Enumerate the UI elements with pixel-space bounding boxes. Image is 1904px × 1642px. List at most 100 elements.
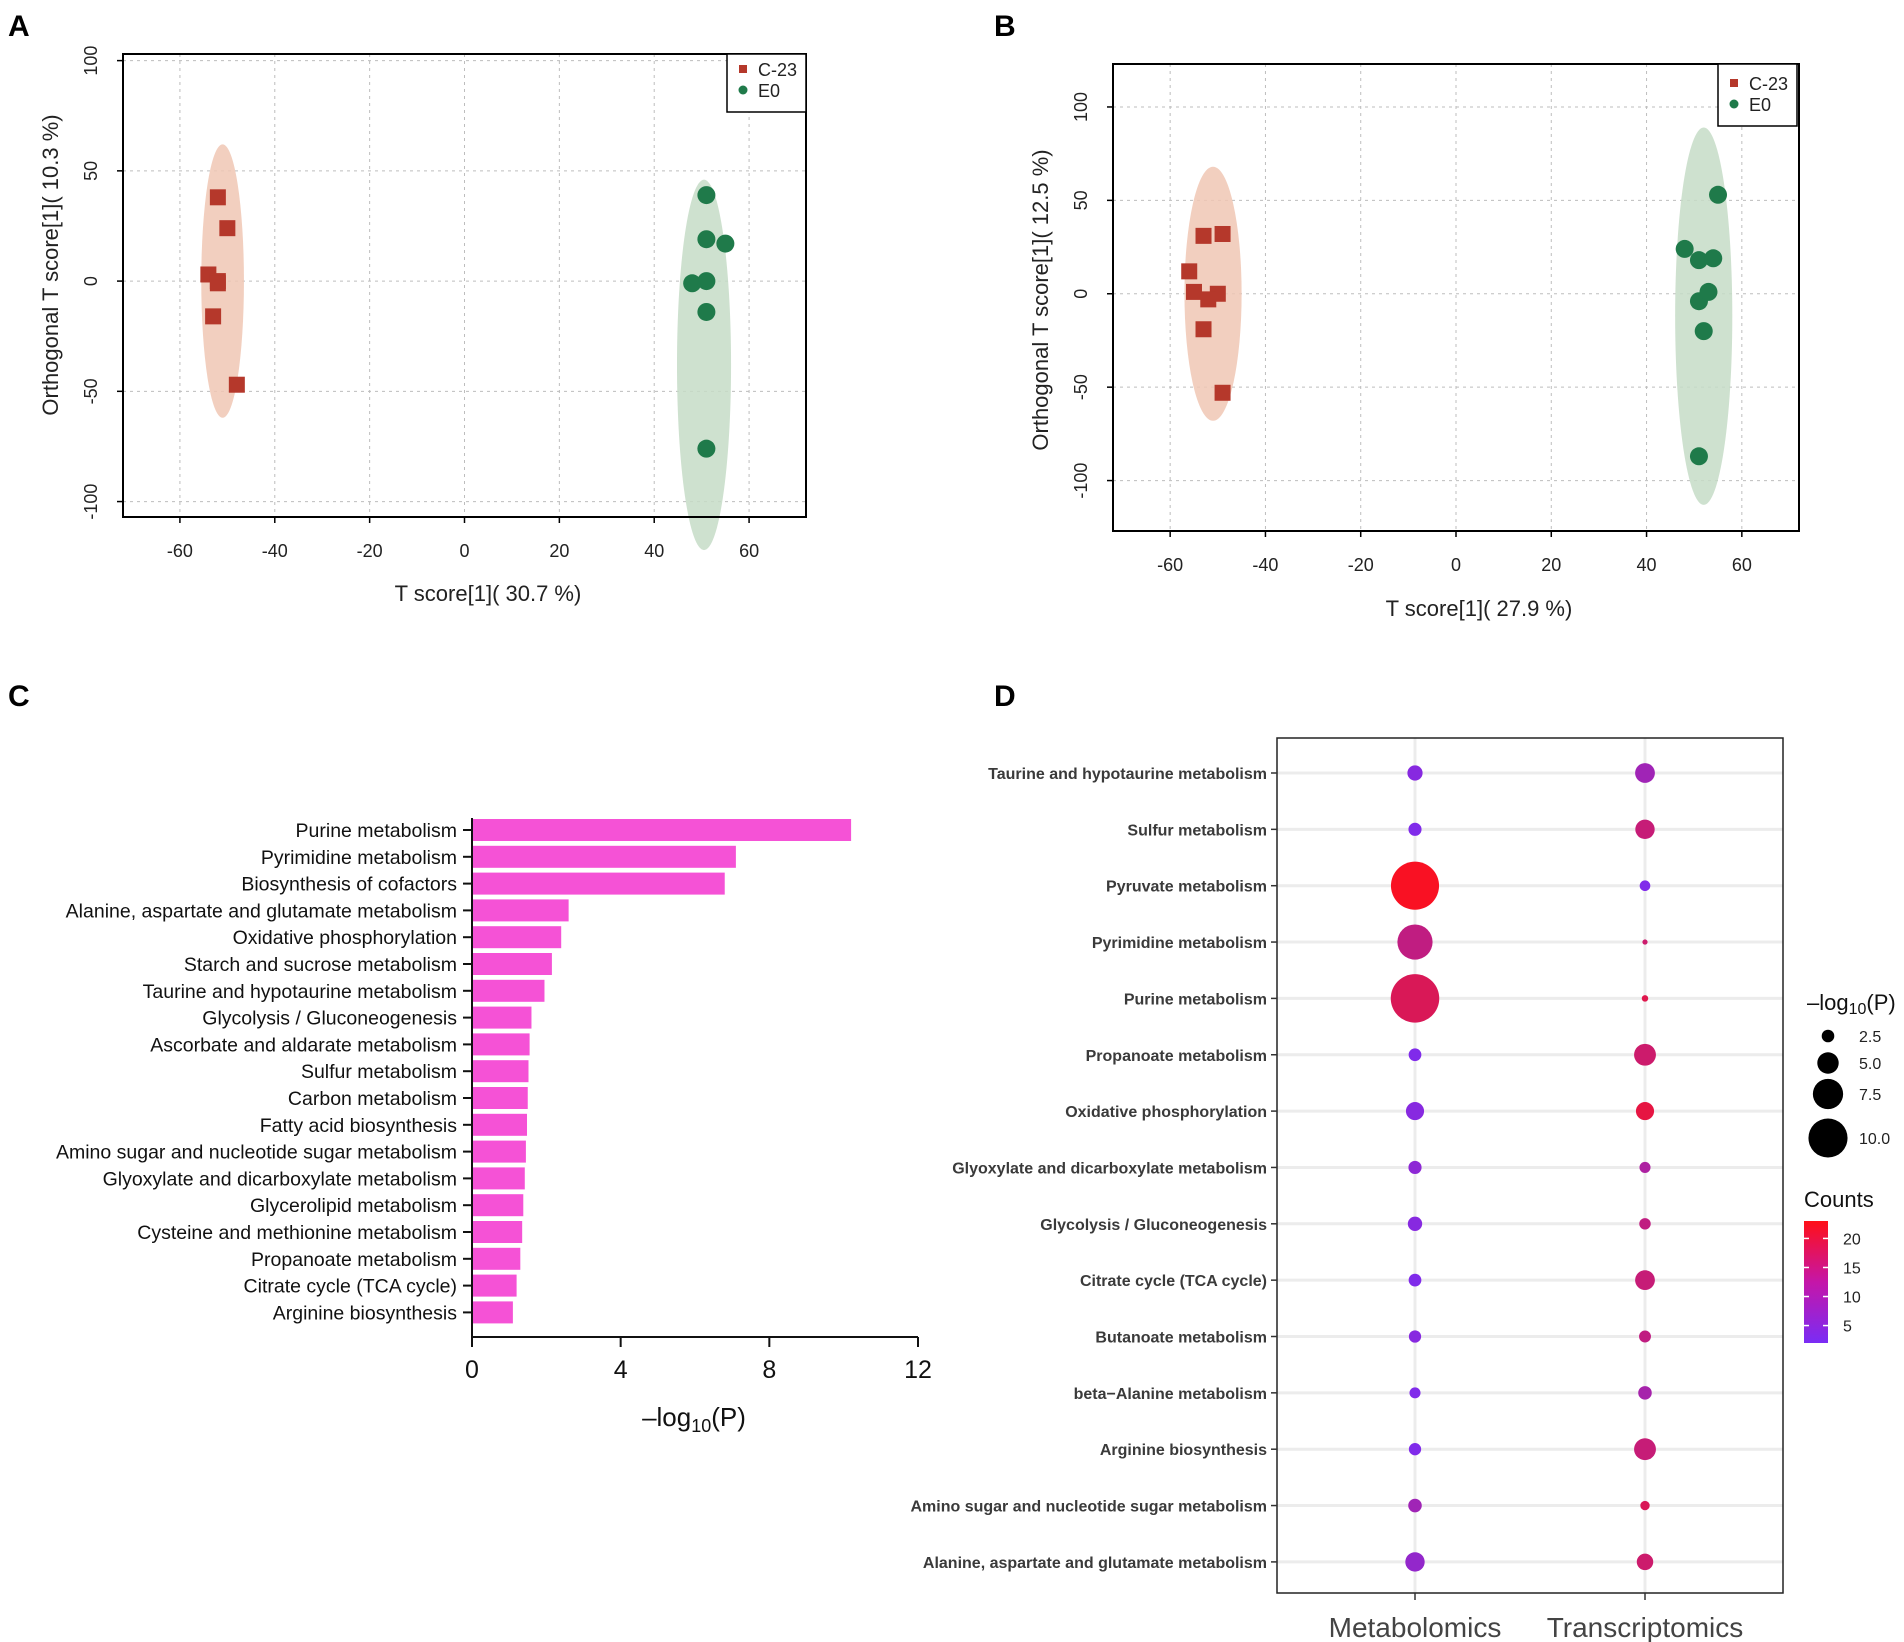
panel-c-bar-chart: Purine metabolism Pyrimidine metabolism Bi… — [56, 818, 932, 1436]
category-label: Carbon metabolism — [288, 1088, 457, 1110]
data-point-e0 — [1709, 185, 1728, 204]
category-label: Fatty acid biosynthesis — [260, 1115, 458, 1137]
bar-oxidative-phosphorylation — [473, 926, 562, 949]
bubble-transcriptomics-glyoxylate-and-dicarboxylate-metabolism — [1639, 1161, 1651, 1173]
category-label: Biosynthesis of cofactors — [241, 874, 457, 896]
size-legend-label: 2.5 — [1859, 1029, 1881, 1046]
size-legend-label: 7.5 — [1859, 1087, 1881, 1104]
bar-glycerolipid-metabolism — [473, 1194, 524, 1217]
x-tick-label: Metabolomics — [1329, 1612, 1502, 1642]
category-label: Glycolysis / Gluconeogenesis — [1040, 1217, 1267, 1234]
category-label: Starch and sucrose metabolism — [184, 954, 457, 976]
bar-amino-sugar-and-nucleotide-sugar-metabolism — [473, 1140, 526, 1163]
data-point-c-23 — [219, 220, 236, 237]
x-tick-label: 40 — [1637, 555, 1657, 575]
category-label: Glyoxylate and dicarboxylate metabolism — [103, 1168, 457, 1190]
color-legend-label: 10 — [1843, 1290, 1861, 1307]
bubble-transcriptomics-pyrimidine-metabolism — [1642, 939, 1648, 945]
bar-fatty-acid-biosynthesis — [473, 1113, 528, 1136]
color-legend: Counts 20 15 10 5 — [1804, 1187, 1874, 1343]
size-legend-label: 5.0 — [1859, 1056, 1881, 1073]
y-tick-label: 0 — [81, 276, 101, 286]
size-legend-circle — [1812, 1078, 1844, 1110]
panel-letter-b: B — [994, 10, 1016, 43]
legend-marker-e0 — [1729, 99, 1739, 109]
data-point-e0 — [697, 302, 716, 321]
y-axis-title: Orthogonal T score[1]( 10.3 %) — [38, 114, 63, 415]
category-label: Glyoxylate and dicarboxylate metabolism — [952, 1160, 1267, 1177]
bubble-metabolomics-sulfur-metabolism — [1408, 822, 1422, 836]
bubble-metabolomics-oxidative-phosphorylation — [1405, 1102, 1425, 1121]
size-legend-circle — [1817, 1052, 1839, 1074]
bubble-metabolomics-glycolysis-gluconeogenesis — [1407, 1216, 1423, 1231]
bubble-metabolomics-amino-sugar-and-nucleotide-sugar-metabolism — [1408, 1498, 1422, 1513]
data-point-c-23 — [209, 275, 226, 292]
bubble-metabolomics-citrate-cycle-tca-cycle — [1408, 1273, 1422, 1287]
data-point-c-23 — [1185, 283, 1202, 300]
bar-purine-metabolism — [473, 819, 852, 841]
plot-background — [1277, 738, 1783, 1593]
x-tick-label: 0 — [459, 541, 469, 561]
bubble-transcriptomics-sulfur-metabolism — [1635, 819, 1655, 840]
data-point-c-23 — [1214, 225, 1231, 242]
x-axis-title-main: –log — [642, 1402, 691, 1432]
category-label: Glycolysis / Gluconeogenesis — [202, 1008, 457, 1030]
color-legend-label: 15 — [1843, 1260, 1861, 1277]
legend-label-c23: C-23 — [758, 60, 797, 80]
bubble-transcriptomics-amino-sugar-and-nucleotide-sugar-metabolism — [1640, 1500, 1650, 1511]
plot-frame — [1276, 737, 1784, 1594]
data-point-e0 — [1699, 282, 1718, 301]
bubble-transcriptomics-pyruvate-metabolism — [1639, 880, 1651, 892]
legend-marker-c23 — [1730, 79, 1738, 87]
y-tick-label: -100 — [1071, 463, 1091, 499]
bar-taurine-and-hypotaurine-metabolism — [473, 979, 545, 1002]
size-legend-label: 10.0 — [1859, 1131, 1890, 1148]
bar-alanine-aspartate-and-glutamate-metabolism — [473, 899, 569, 922]
bar-starch-and-sucrose-metabolism — [473, 953, 552, 975]
bar-glycolysis-gluconeogenesis — [473, 1006, 532, 1029]
category-label: Taurine and hypotaurine metabolism — [988, 766, 1267, 783]
size-legend-title-sub: 10 — [1849, 1001, 1867, 1018]
confidence-ellipse-e0 — [676, 179, 732, 551]
bubble-metabolomics-alanine-aspartate-and-glutamate-metabolism — [1405, 1552, 1425, 1572]
data-point-e0 — [697, 230, 716, 249]
x-axis-title: T score[1]( 27.9 %) — [1386, 596, 1573, 621]
x-axis-title-end: (P) — [711, 1402, 746, 1432]
color-legend-bar — [1804, 1221, 1828, 1343]
size-legend-title-main: –log — [1807, 990, 1849, 1015]
size-legend-title-end: (P) — [1866, 990, 1895, 1015]
category-label: Amino sugar and nucleotide sugar metabol… — [56, 1142, 457, 1164]
x-tick-label: 8 — [762, 1356, 776, 1384]
y-tick-label: -50 — [81, 378, 101, 404]
category-label: Propanoate metabolism — [251, 1249, 457, 1271]
category-label: Alanine, aspartate and glutamate metabol… — [923, 1555, 1267, 1572]
data-point-c-23 — [205, 308, 222, 325]
data-point-e0 — [683, 274, 702, 293]
data-point-c-23 — [1214, 384, 1231, 401]
category-label: Pyrimidine metabolism — [261, 847, 457, 869]
legend: C-23 E0 — [726, 53, 807, 113]
x-tick-label: 20 — [549, 541, 569, 561]
bar-glyoxylate-and-dicarboxylate-metabolism — [473, 1167, 525, 1190]
bubble-transcriptomics-beta-alanine-metabolism — [1638, 1386, 1652, 1400]
x-tick-label: 4 — [614, 1356, 628, 1384]
data-point-e0 — [697, 439, 716, 458]
bar-biosynthesis-of-cofactors — [473, 872, 725, 895]
category-label: Arginine biosynthesis — [1100, 1442, 1267, 1459]
x-tick-label: Transcriptomics — [1547, 1612, 1744, 1642]
bar-citrate-cycle-tca-cycle — [473, 1274, 517, 1297]
y-tick-label: -100 — [81, 484, 101, 520]
bar-cysteine-and-methionine-metabolism — [473, 1221, 523, 1243]
category-label: Pyrimidine metabolism — [1092, 935, 1267, 952]
x-axis-title: –log10(P) — [642, 1402, 746, 1436]
category-label: Amino sugar and nucleotide sugar metabol… — [910, 1499, 1267, 1516]
category-label: Butanoate metabolism — [1095, 1330, 1267, 1347]
data-point-c-23 — [1195, 321, 1212, 338]
bubble-metabolomics-arginine-biosynthesis — [1408, 1443, 1422, 1456]
category-label: Alanine, aspartate and glutamate metabol… — [66, 900, 457, 922]
panel-letter-c: C — [8, 680, 30, 713]
bar-arginine-biosynthesis — [473, 1301, 513, 1324]
legend-label-e0: E0 — [1749, 95, 1771, 115]
panel-letter-d: D — [994, 680, 1016, 713]
x-tick-label: -60 — [1157, 555, 1183, 575]
